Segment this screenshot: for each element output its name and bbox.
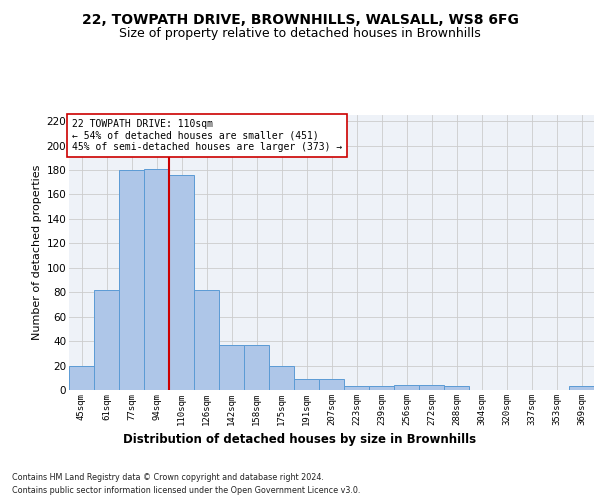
Bar [119, 170, 144, 390]
Text: Contains public sector information licensed under the Open Government Licence v3: Contains public sector information licen… [12, 486, 361, 495]
Text: 22, TOWPATH DRIVE, BROWNHILLS, WALSALL, WS8 6FG: 22, TOWPATH DRIVE, BROWNHILLS, WALSALL, … [82, 12, 518, 26]
Bar [344, 386, 369, 390]
Bar [69, 366, 94, 390]
Bar [394, 385, 419, 390]
Bar [444, 386, 469, 390]
Text: Distribution of detached houses by size in Brownhills: Distribution of detached houses by size … [124, 432, 476, 446]
Bar [244, 345, 269, 390]
Bar [94, 290, 119, 390]
Bar [219, 345, 244, 390]
Bar [194, 290, 219, 390]
Bar [369, 386, 394, 390]
Bar [169, 175, 194, 390]
Text: Size of property relative to detached houses in Brownhills: Size of property relative to detached ho… [119, 28, 481, 40]
Y-axis label: Number of detached properties: Number of detached properties [32, 165, 43, 340]
Bar [144, 169, 169, 390]
Bar [269, 366, 294, 390]
Bar [319, 379, 344, 390]
Text: Contains HM Land Registry data © Crown copyright and database right 2024.: Contains HM Land Registry data © Crown c… [12, 472, 324, 482]
Bar [419, 385, 444, 390]
Bar [569, 386, 594, 390]
Text: 22 TOWPATH DRIVE: 110sqm
← 54% of detached houses are smaller (451)
45% of semi-: 22 TOWPATH DRIVE: 110sqm ← 54% of detach… [71, 119, 342, 152]
Bar [294, 379, 319, 390]
